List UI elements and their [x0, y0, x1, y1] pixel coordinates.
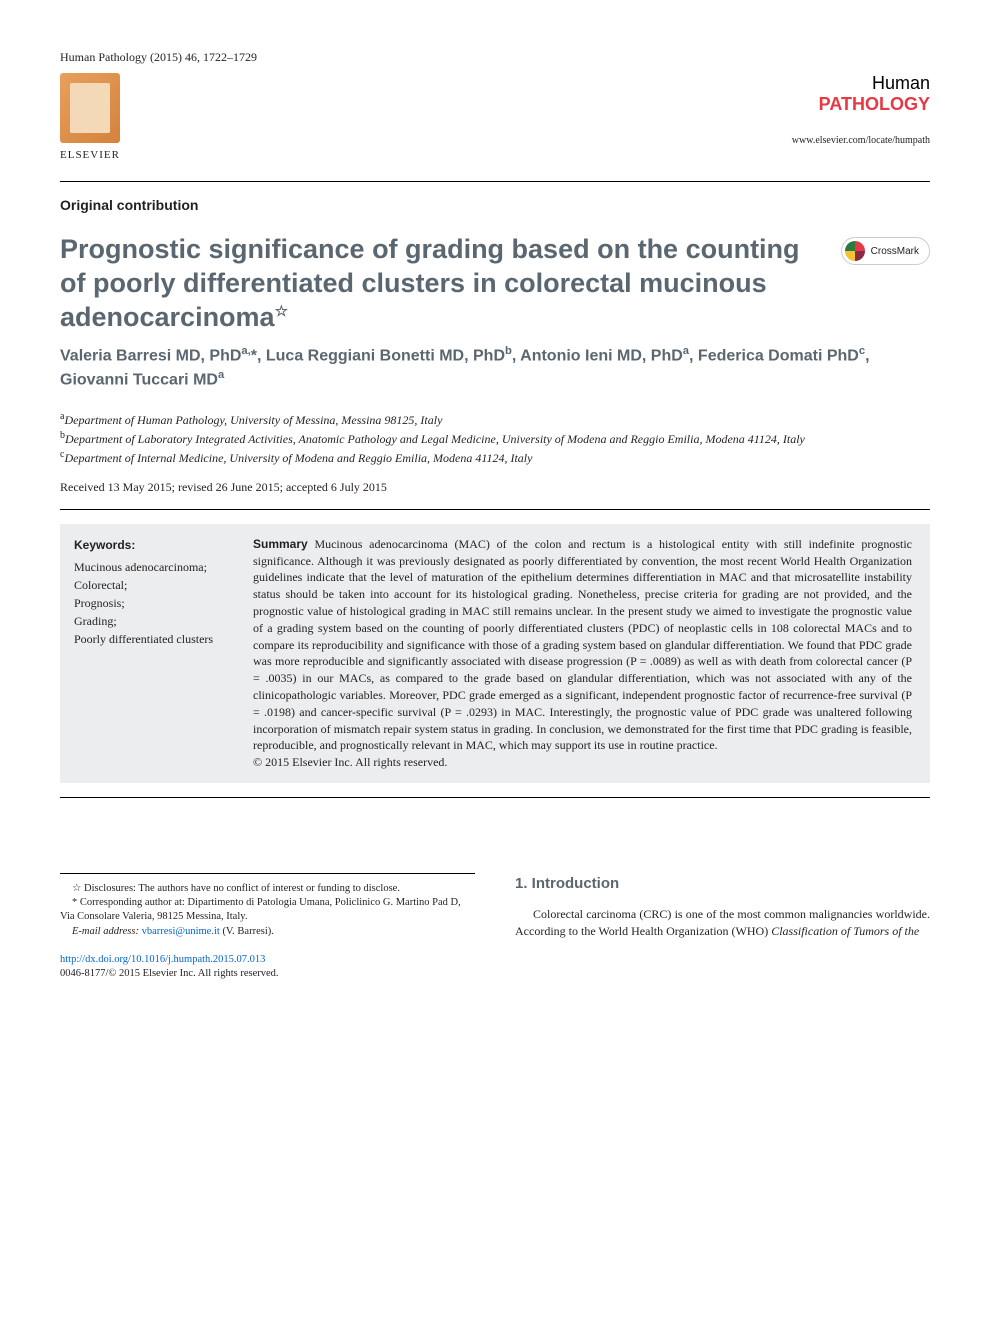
crossmark-label: CrossMark [871, 246, 919, 257]
doi-link[interactable]: http://dx.doi.org/10.1016/j.humpath.2015… [60, 954, 265, 965]
title-text: Prognostic significance of grading based… [60, 234, 800, 332]
affiliation-b: bDepartment of Laboratory Integrated Act… [60, 429, 930, 448]
summary-copyright: © 2015 Elsevier Inc. All rights reserved… [253, 754, 912, 771]
disclosure-footnote: ☆ Disclosures: The authors have no confl… [60, 882, 475, 896]
right-column: 1. Introduction Colorectal carcinoma (CR… [515, 873, 930, 981]
abstract-block: Keywords: Mucinous adenocarcinoma; Color… [60, 524, 930, 783]
journal-block: Human PATHOLOGY www.elsevier.com/locate/… [792, 73, 930, 146]
keywords-box: Keywords: Mucinous adenocarcinoma; Color… [60, 524, 235, 783]
journal-name-part2: PATHOLOGY [819, 94, 930, 114]
doi-block: http://dx.doi.org/10.1016/j.humpath.2015… [60, 953, 475, 981]
publisher-name: ELSEVIER [60, 149, 120, 161]
affiliation-c: cDepartment of Internal Medicine, Univer… [60, 448, 930, 467]
article-type: Original contribution [60, 197, 930, 213]
crossmark-badge[interactable]: CrossMark [841, 237, 930, 265]
elsevier-logo [60, 73, 120, 143]
keywords-label: Keywords: [74, 536, 221, 554]
citation-line: Human Pathology (2015) 46, 1722–1729 [60, 50, 930, 65]
journal-name-part1: Human [872, 73, 930, 93]
mid-divider [60, 509, 930, 510]
affiliations: aDepartment of Human Pathology, Universi… [60, 410, 930, 468]
title-footnote-star: ☆ [275, 304, 288, 320]
corresponding-footnote: * Corresponding author at: Dipartimento … [60, 896, 475, 924]
article-dates: Received 13 May 2015; revised 26 June 20… [60, 480, 930, 495]
section-heading-intro: 1. Introduction [515, 873, 930, 894]
intro-paragraph: Colorectal carcinoma (CRC) is one of the… [515, 906, 930, 940]
header-row: ELSEVIER Human PATHOLOGY www.elsevier.co… [60, 73, 930, 161]
publisher-block: ELSEVIER [60, 73, 120, 161]
footnotes-block: ☆ Disclosures: The authors have no confl… [60, 873, 475, 939]
email-link[interactable]: vbarresi@unime.it [142, 926, 220, 937]
post-abstract-divider [60, 797, 930, 798]
crossmark-icon [845, 241, 865, 261]
email-footnote: E-mail address: vbarresi@unime.it (V. Ba… [60, 925, 475, 939]
summary-text: Mucinous adenocarcinoma (MAC) of the col… [253, 537, 912, 753]
summary-label: Summary [253, 537, 308, 551]
keywords-list: Mucinous adenocarcinoma; Colorectal; Pro… [74, 558, 221, 648]
two-column-area: ☆ Disclosures: The authors have no confl… [60, 873, 930, 981]
left-column: ☆ Disclosures: The authors have no confl… [60, 873, 475, 981]
issn-copyright: 0046-8177/© 2015 Elsevier Inc. All right… [60, 967, 475, 981]
authors-line: Valeria Barresi MD, PhDa,*, Luca Reggian… [60, 344, 930, 391]
journal-url[interactable]: www.elsevier.com/locate/humpath [792, 135, 930, 146]
affiliation-a: aDepartment of Human Pathology, Universi… [60, 410, 930, 429]
top-divider [60, 181, 930, 182]
article-title: Prognostic significance of grading based… [60, 233, 821, 334]
title-row: Prognostic significance of grading based… [60, 233, 930, 334]
summary-box: Summary Mucinous adenocarcinoma (MAC) of… [235, 524, 930, 783]
